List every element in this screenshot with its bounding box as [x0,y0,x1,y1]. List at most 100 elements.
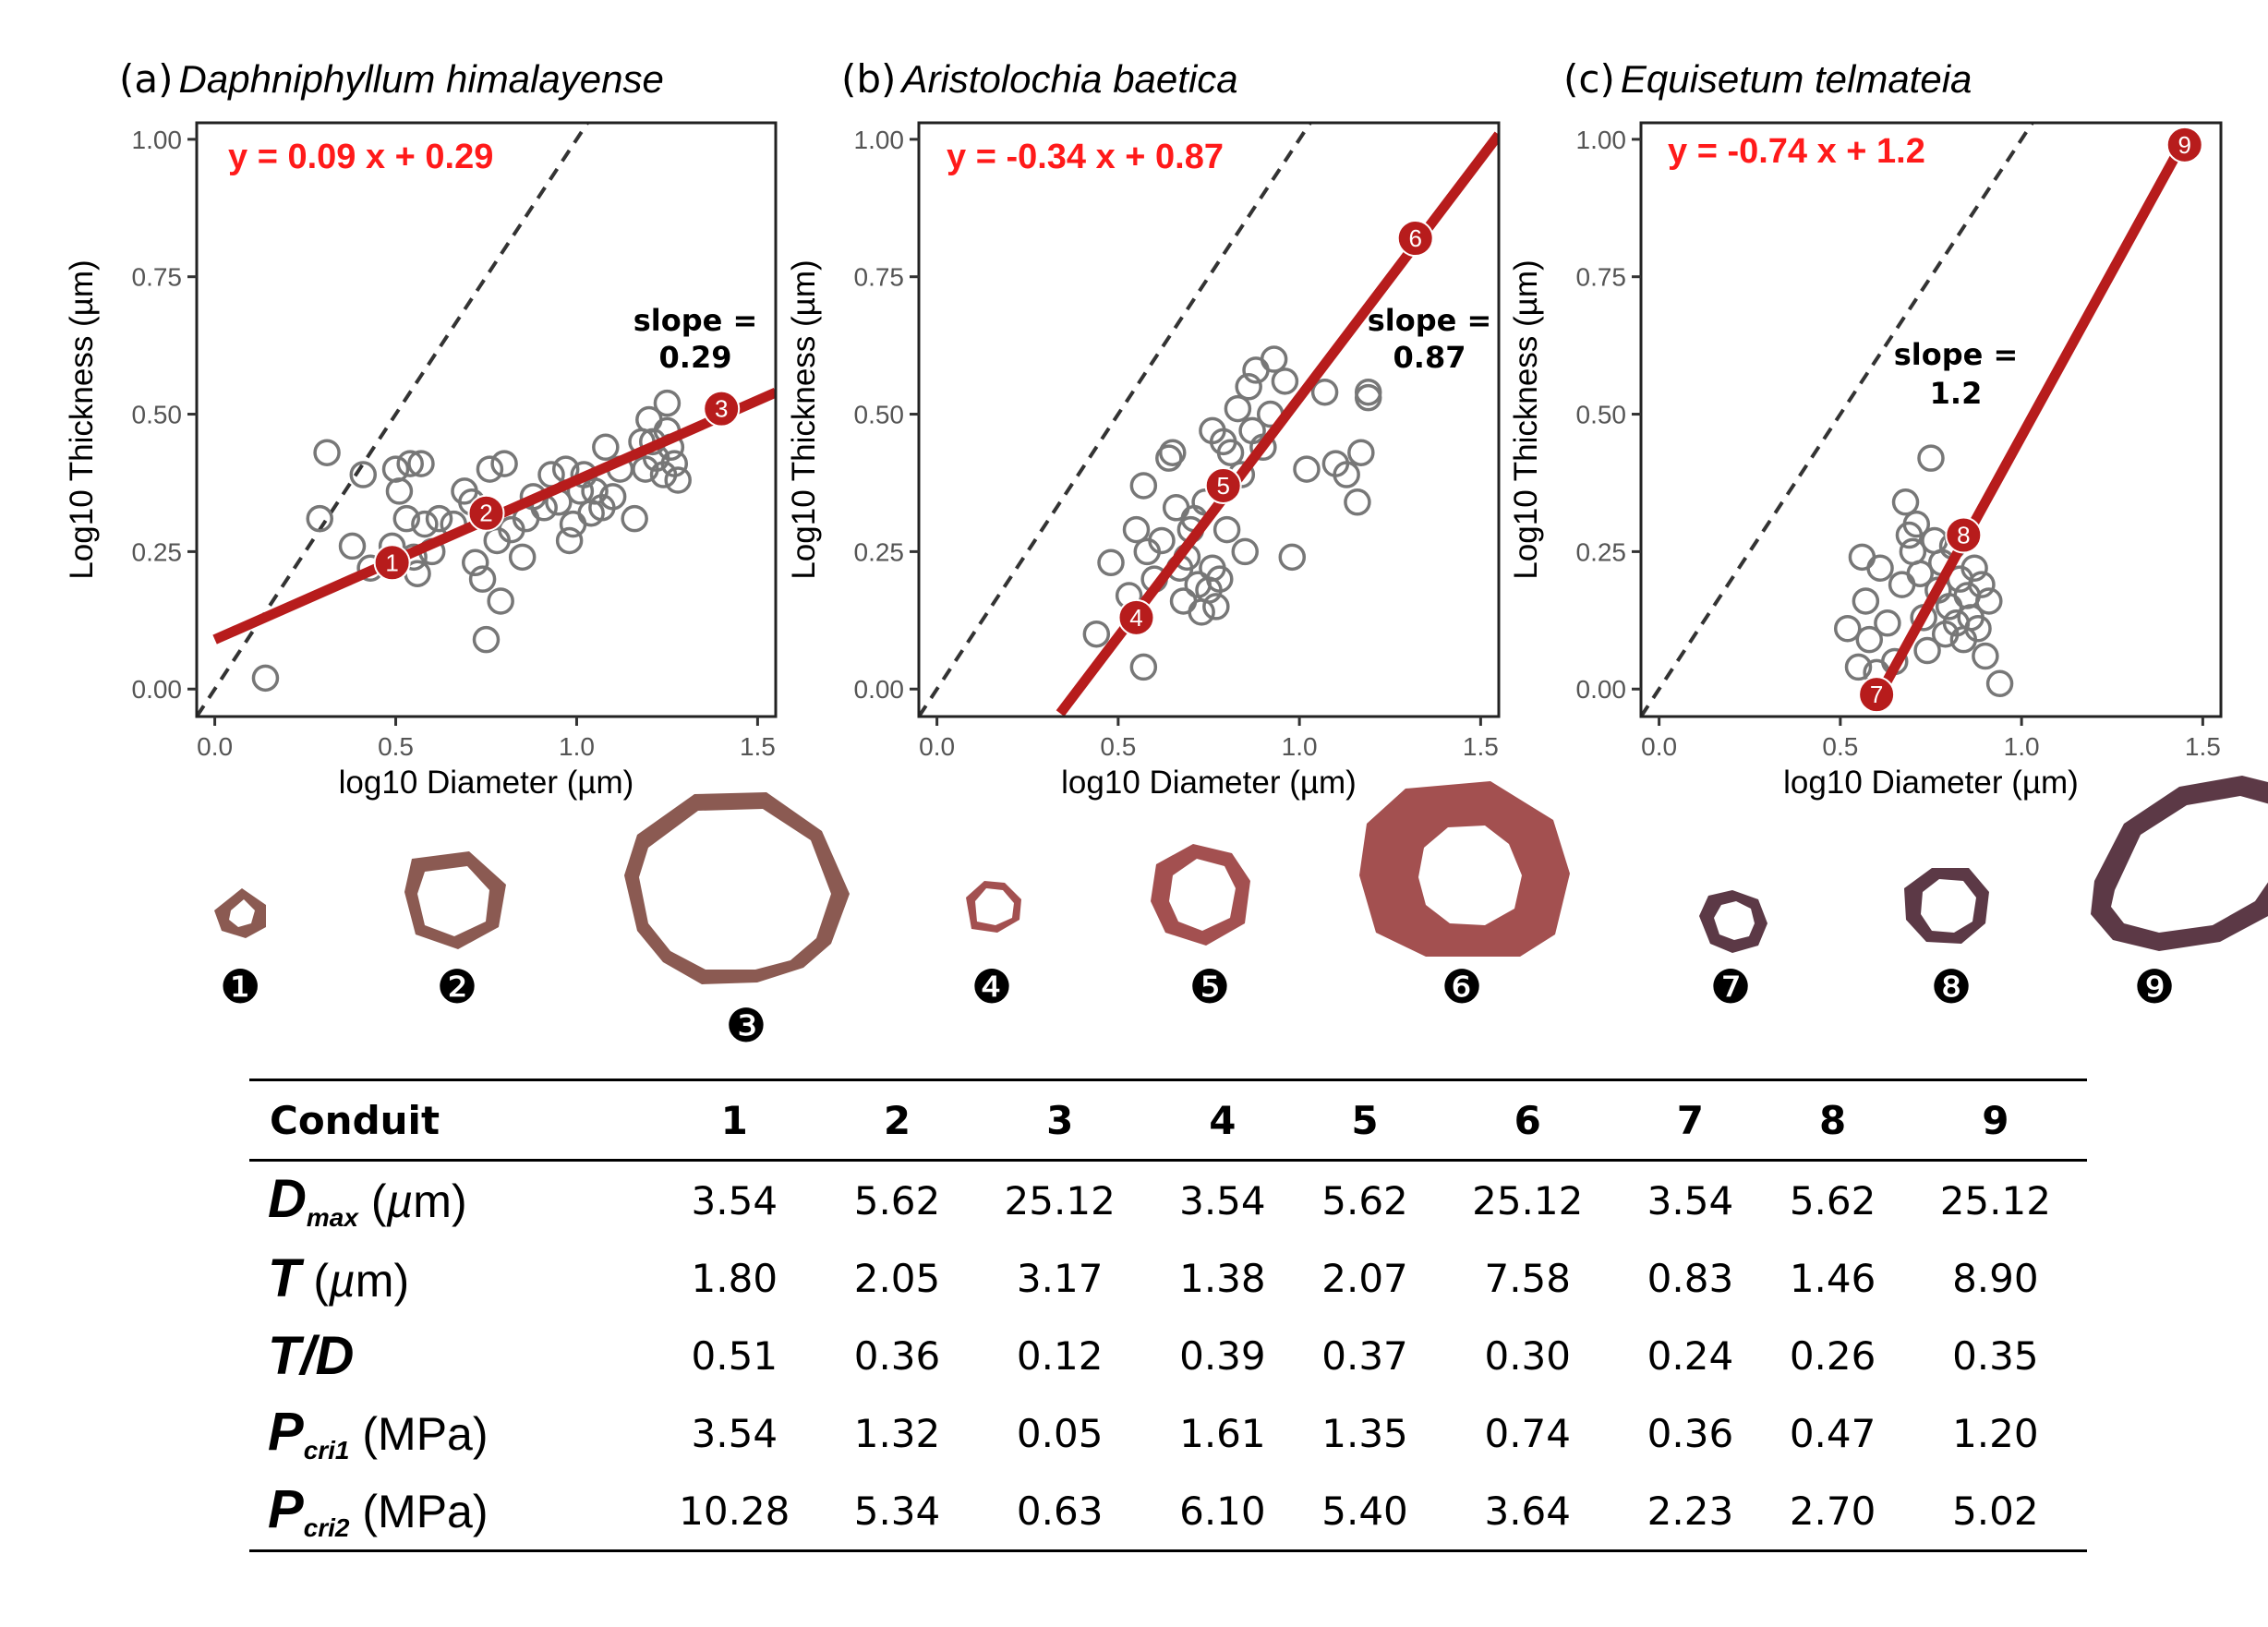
conduit-shape-7 [1699,890,1767,953]
table-cell: 3.54 [1647,1177,1734,1223]
conduit-marker-2: ❷ [437,960,478,1014]
panel-label: (b) [841,56,896,102]
data-point [468,565,497,593]
highlight-point [1945,516,1983,554]
y-tick-label: 0.00 [132,675,183,704]
table-cell: 0.47 [1789,1410,1876,1456]
table-cell: 5.62 [1789,1177,1876,1223]
equation-label: y = -0.74 x + 1.2 [1668,132,1925,171]
slope-label: slope = [633,303,758,338]
y-tick-label: 0.00 [1576,675,1627,704]
data-point [621,504,648,533]
data-point [1964,614,1992,643]
row-symbol: T/D [268,1325,355,1386]
y-tick-label: 0.50 [132,401,183,429]
y-axis-label: Log10 Thickness (µm) [64,259,100,579]
conduit-shape-8 [1904,868,1989,944]
conduit-marker-8: ❽ [1931,960,1972,1014]
species-name: Equisetum telmateia [1621,57,1972,101]
data-point [1260,345,1288,373]
highlight-point [1858,676,1896,714]
data-point [1129,472,1158,500]
data-point [407,450,435,477]
x-tick-label: 1.5 [2185,732,2221,761]
plot-area [1641,123,2190,717]
row-unit: (µm) [300,1254,410,1307]
highlight-label: 6 [1408,224,1421,252]
table-header-cell: 7 [1619,1079,1762,1162]
conduit-marker-3: ❸ [726,999,767,1053]
panel-title: (c) Equisetum telmateia [1563,56,1972,102]
highlight-point [373,544,411,582]
table-cell: 5.62 [853,1177,941,1223]
data-point [1906,560,1934,587]
plot-frame [195,121,778,718]
table-cell: 0.51 [691,1332,778,1379]
data-point [1866,554,1894,582]
data-point [1293,455,1321,483]
table-cell: 0.26 [1789,1332,1876,1379]
data-point [1347,439,1375,466]
table-cell: 2.05 [853,1255,941,1301]
data-point [1913,636,1941,665]
y-tick-label: 0.75 [1576,263,1627,292]
table-cell: 2.70 [1761,1472,1904,1552]
row-label: Dmax (µm) [249,1161,643,1240]
panel-label: (c) [1563,56,1615,102]
conduit-shape-2 [404,851,506,949]
data-point [1206,565,1234,593]
highlight-label: 4 [1129,604,1142,632]
data-point [1271,368,1299,395]
conduit-marker-6: ❻ [1442,960,1483,1014]
y-tick-label: 0.75 [854,263,905,292]
y-tick-label: 0.25 [854,537,905,566]
table-cell: 1.61 [1179,1410,1266,1456]
slope-label: slope = [1894,337,2019,372]
conduit-shape-6 [1359,781,1570,957]
highlight-label: 8 [1957,522,1970,549]
data-point [1310,378,1339,406]
table-cell: 1.80 [691,1255,778,1301]
table-row: Pcri1 (MPa) 3.54 1.32 0.05 1.61 1.35 0.74 0.36 0… [249,1394,2087,1472]
table-cell: 0.05 [1016,1410,1104,1456]
data-point [1148,526,1176,555]
highlight-point [1117,598,1155,636]
table-cell: 0.36 [853,1332,941,1379]
y-axis-label: Log10 Thickness (µm) [1508,259,1544,579]
table-cell: 0.63 [968,1472,1152,1552]
x-tick-label: 1.5 [1463,732,1499,761]
highlight-point [1396,220,1434,258]
x-tick-label: 0.0 [919,732,955,761]
data-point [1155,444,1183,472]
x-axis-label: log10 Diameter (µm) [1061,765,1357,801]
conduit-shape-5 [1151,844,1250,946]
scatter-plots: 1 2 3 0.0 0.5 1.0 1.5 0.00 0.25 0.50 0.75 1.00 log10… [64,56,2223,801]
y-tick-label: 0.75 [132,263,183,292]
table-row: Dmax (µm) 3.54 5.62 25.12 3.54 5.62 25.12 3.54 5… [249,1161,2087,1240]
slope-value: 1.2 [1930,376,1983,411]
data-point [313,439,341,466]
panel-title: (b) Aristolochia baetica [841,56,1238,102]
data-point [1874,609,1901,637]
data-point [1917,444,1945,472]
table-row: T/D 0.51 0.36 0.12 0.39 0.37 0.30 0.24 0.26 0.35 [249,1317,2087,1394]
data-point [472,625,501,654]
table-cell: 8.90 [1952,1255,2039,1301]
data-point [1278,543,1307,572]
data-point [461,548,489,577]
conduit-shape-3 [624,792,850,984]
table-row: T (µm) 1.80 2.05 3.17 1.38 2.07 7.58 0.83 1.46 8.… [249,1239,2087,1317]
y-tick-label: 0.50 [1576,401,1627,429]
data-point [1231,537,1259,566]
conduit-marker-9: ❾ [2134,960,2176,1014]
slope-value: 0.29 [659,340,732,375]
data-point [385,477,414,505]
equation-label: y = -0.34 x + 0.87 [947,138,1224,176]
table-header-cell: 5 [1293,1079,1437,1162]
data-point [1833,614,1862,643]
table-header-cell: Conduit [249,1079,644,1162]
highlight-point [1204,466,1242,504]
x-tick-label: 1.0 [1282,732,1318,761]
table-header-cell: 6 [1436,1079,1620,1162]
y-tick-label: 0.25 [1576,537,1627,566]
